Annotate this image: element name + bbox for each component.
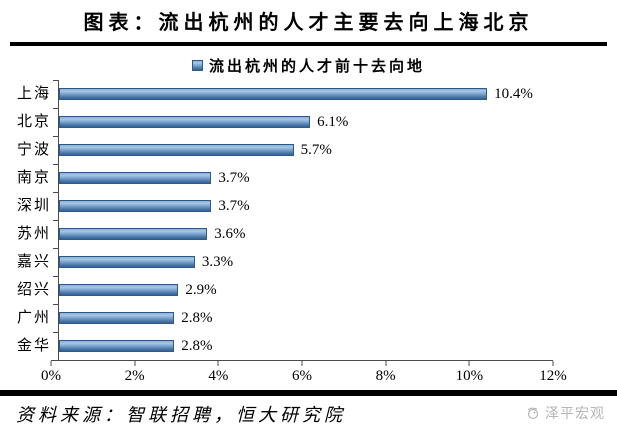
x-axis-tick [301, 361, 303, 366]
value-label: 2.8% [181, 309, 213, 326]
value-label: 3.6% [214, 225, 246, 242]
chart-row: 宁波 5.7% [0, 136, 617, 164]
bar-track: 3.7% [53, 164, 553, 192]
bar [59, 172, 212, 184]
x-axis-label: 0% [41, 368, 61, 384]
x-axis-tick [552, 361, 554, 366]
footer: 资料来源：智联招聘，恒大研究院 泽平宏观 [0, 396, 617, 427]
category-label: 宁波 [16, 142, 51, 158]
chart-row: 深圳 3.7% [0, 192, 617, 220]
x-axis-tick [134, 361, 136, 366]
value-label: 6.1% [317, 113, 349, 130]
category-label: 深圳 [16, 198, 51, 214]
chart-row: 北京 6.1% [0, 108, 617, 136]
source-note: 资料来源：智联招聘，恒大研究院 [16, 405, 346, 425]
category-label: 上海 [16, 86, 51, 102]
chart-row: 南京 3.7% [0, 164, 617, 192]
bar [59, 284, 179, 296]
bar [59, 312, 175, 324]
watermark: 泽平宏观 [525, 403, 605, 423]
watermark-logo-icon [527, 407, 539, 420]
value-label: 3.7% [218, 169, 250, 186]
bar [59, 256, 195, 268]
legend-label: 流出杭州的人才前十去向地 [208, 59, 425, 75]
bar [59, 200, 212, 212]
chart-row: 广州 2.8% [0, 304, 617, 332]
bar-track: 2.8% [53, 332, 553, 360]
category-label: 北京 [16, 114, 51, 130]
watermark-text: 泽平宏观 [545, 407, 605, 422]
x-axis-label: 8% [375, 368, 396, 384]
category-label: 南京 [16, 170, 51, 186]
chart-row: 金华 2.8% [0, 332, 617, 360]
chart-row: 绍兴 2.9% [0, 276, 617, 304]
x-axis-label: 6% [292, 368, 312, 384]
chart-row: 上海 10.4% [0, 80, 617, 108]
value-label: 10.4% [494, 85, 533, 102]
value-label: 5.7% [300, 141, 332, 158]
bar [59, 228, 208, 240]
x-axis-tick [468, 361, 470, 366]
title-divider [10, 42, 607, 46]
x-axis-tick [217, 361, 219, 366]
value-label: 3.3% [201, 253, 234, 270]
page-title: 图表：流出杭州的人才主要去向上海北京 [83, 12, 534, 34]
plot-area: 上海 10.4% 北京 6.1% 宁波 5.7% 南京 3.7% 深圳 3.7% 苏州 3.6% 嘉兴 3… [0, 80, 617, 360]
bar-track: 3.3% [53, 248, 553, 276]
bar-track: 10.4% [53, 80, 553, 108]
chart-row: 嘉兴 3.3% [0, 248, 617, 276]
legend-swatch-icon [191, 60, 203, 71]
x-axis-label: 2% [124, 368, 145, 384]
x-axis-label: 4% [208, 368, 229, 384]
value-label: 2.9% [185, 281, 217, 298]
value-label: 2.8% [181, 337, 213, 354]
bar-track: 5.7% [53, 136, 553, 164]
category-label: 嘉兴 [16, 254, 51, 270]
category-label: 广州 [16, 310, 51, 326]
bar-track: 3.7% [53, 192, 553, 220]
bar-track: 2.9% [53, 276, 553, 304]
x-axis-label: 10% [455, 368, 484, 384]
category-label: 苏州 [16, 226, 51, 242]
chart-row: 苏州 3.6% [0, 220, 617, 248]
x-axis-tick [385, 361, 387, 366]
value-label: 3.7% [218, 197, 250, 214]
x-axis-tick [50, 361, 52, 366]
bar [59, 116, 311, 128]
bar-track: 6.1% [53, 108, 553, 136]
chart-legend: 流出杭州的人才前十去向地 [0, 57, 617, 75]
bar [59, 88, 488, 100]
bar [59, 340, 175, 352]
bar-track: 2.8% [53, 304, 553, 332]
category-label: 绍兴 [16, 282, 51, 298]
footer-divider [0, 390, 617, 396]
category-label: 金华 [16, 338, 51, 354]
x-axis: 0% 2% 4% 6% 8% 10% 12% [41, 360, 567, 388]
x-axis-label: 12% [539, 368, 567, 384]
bar [59, 144, 294, 156]
bar-track: 3.6% [53, 220, 553, 248]
